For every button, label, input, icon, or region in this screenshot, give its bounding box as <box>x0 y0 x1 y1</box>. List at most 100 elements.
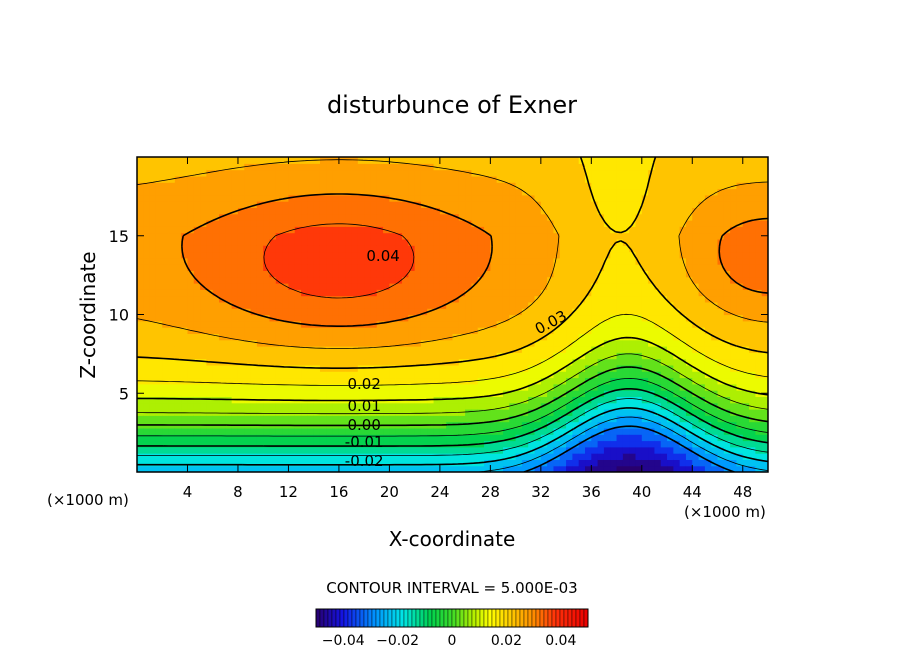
field-cell <box>490 283 498 290</box>
field-cell <box>742 327 750 334</box>
field-cell <box>484 289 491 297</box>
field-cell <box>389 364 397 372</box>
field-cell <box>364 175 372 183</box>
field-cell <box>679 245 687 253</box>
field-cell <box>471 220 479 227</box>
field-cell <box>452 308 460 316</box>
field-cell <box>137 327 144 334</box>
field-cell <box>502 283 510 290</box>
field-cell <box>603 383 611 391</box>
field-cell <box>496 301 504 309</box>
field-cell <box>288 308 296 316</box>
field-cell <box>559 201 567 208</box>
field-cell <box>534 245 542 253</box>
field-cell <box>332 283 340 290</box>
field-cell <box>597 226 605 234</box>
field-cell <box>168 245 176 253</box>
field-cell <box>402 377 409 385</box>
field-cell <box>225 459 233 467</box>
field-cell <box>566 169 573 177</box>
field-cell <box>420 245 428 253</box>
field-cell <box>572 175 580 183</box>
field-cell <box>635 264 643 271</box>
field-cell <box>654 327 662 334</box>
field-cell <box>250 182 258 190</box>
field-cell <box>187 364 195 372</box>
field-cell <box>370 270 378 278</box>
field-cell <box>275 446 283 454</box>
field-cell <box>212 434 220 442</box>
field-cell <box>231 182 239 190</box>
field-cell <box>622 257 630 265</box>
field-cell <box>168 301 176 309</box>
field-cell <box>162 245 170 253</box>
field-cell <box>433 346 441 353</box>
field-cell <box>263 257 271 265</box>
field-cell <box>200 289 208 297</box>
field-cell <box>181 163 189 171</box>
field-cell <box>465 257 473 265</box>
field-cell <box>585 314 592 322</box>
field-cell <box>256 409 264 416</box>
field-cell <box>458 339 466 347</box>
field-cell <box>502 427 510 435</box>
field-cell <box>319 232 327 240</box>
field-cell <box>250 434 258 442</box>
field-cell <box>313 220 321 227</box>
field-cell <box>288 163 296 171</box>
field-cell <box>452 314 460 322</box>
field-cell <box>420 308 428 316</box>
field-cell <box>357 295 365 303</box>
field-cell <box>465 245 473 253</box>
field-cell <box>484 220 491 227</box>
field-cell <box>439 238 447 246</box>
field-cell <box>433 453 441 460</box>
field-cell <box>351 440 359 448</box>
field-cell <box>610 434 618 442</box>
field-cell <box>648 453 656 460</box>
field-cell <box>736 295 744 303</box>
field-cell <box>181 364 189 372</box>
field-cell <box>301 346 308 353</box>
field-cell <box>698 163 706 171</box>
field-cell <box>364 465 372 472</box>
field-cell <box>282 257 290 265</box>
field-cell <box>219 327 226 334</box>
field-cell <box>648 459 656 467</box>
field-cell <box>439 358 447 366</box>
field-cell <box>629 396 637 404</box>
field-cell <box>395 390 403 397</box>
field-cell <box>597 295 605 303</box>
field-cell <box>162 390 170 397</box>
field-cell <box>256 465 264 472</box>
field-cell <box>206 308 214 316</box>
field-cell <box>509 383 517 391</box>
field-cell <box>364 270 372 278</box>
field-cell <box>484 352 491 360</box>
field-cell <box>206 390 214 397</box>
field-cell <box>395 339 403 347</box>
field-cell <box>660 169 668 177</box>
field-cell <box>162 453 170 460</box>
field-cell <box>648 421 656 429</box>
field-cell <box>755 352 763 360</box>
field-cell <box>698 346 706 353</box>
field-cell <box>553 339 561 347</box>
field-cell <box>490 188 498 196</box>
field-cell <box>420 314 428 322</box>
field-cell <box>458 238 466 246</box>
field-cell <box>446 163 454 171</box>
field-cell <box>521 207 529 215</box>
field-cell <box>294 308 302 316</box>
field-cell <box>603 289 611 297</box>
field-cell <box>389 257 397 265</box>
field-cell <box>704 327 712 334</box>
field-cell <box>742 257 750 265</box>
field-cell <box>219 270 226 278</box>
field-cell <box>591 163 599 171</box>
field-cell <box>540 446 548 454</box>
field-cell <box>585 346 592 353</box>
field-cell <box>408 320 416 328</box>
field-cell <box>420 358 428 366</box>
field-cell <box>654 453 662 460</box>
